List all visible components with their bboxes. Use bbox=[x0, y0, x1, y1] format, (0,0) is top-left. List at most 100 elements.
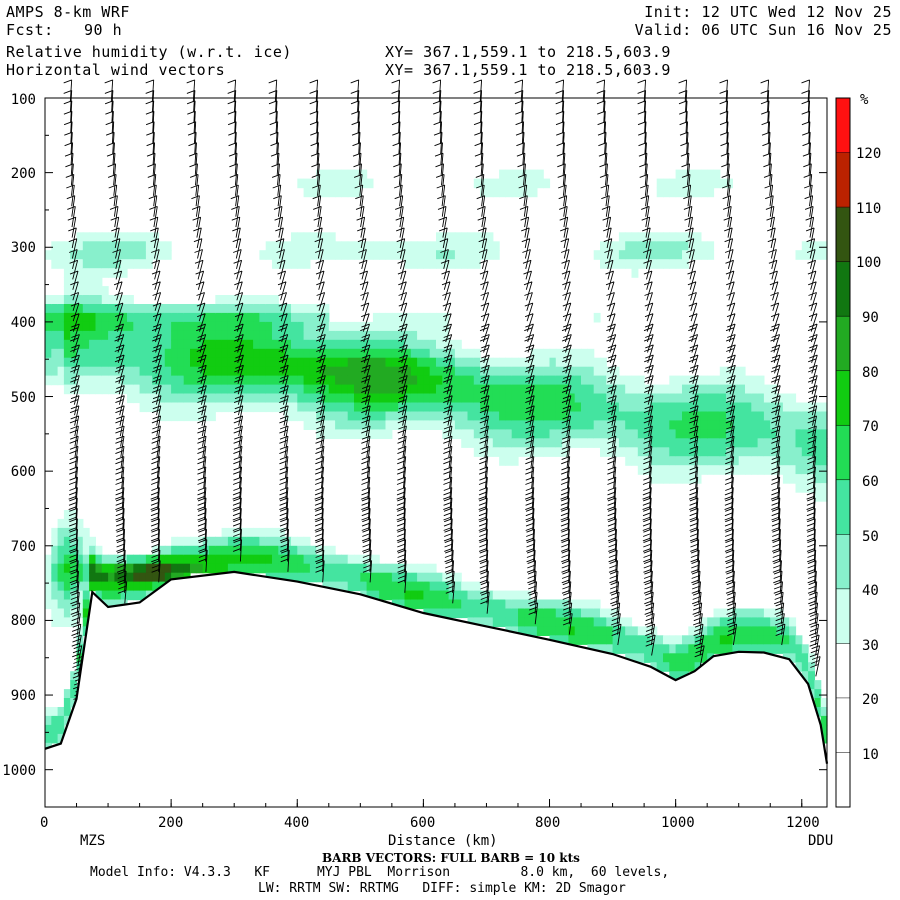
wind-barb-feather bbox=[315, 399, 325, 404]
rh-cell bbox=[164, 572, 172, 583]
rh-cell bbox=[372, 420, 380, 430]
rh-cell bbox=[745, 438, 752, 448]
rh-cell bbox=[164, 304, 172, 314]
wind-barb-feather bbox=[233, 466, 242, 471]
wind-barb-feather bbox=[444, 539, 453, 544]
wind-barb-feather bbox=[197, 470, 206, 475]
wind-barb bbox=[771, 249, 777, 270]
wind-barb bbox=[154, 313, 162, 332]
rh-cell bbox=[253, 384, 260, 395]
rh-cell bbox=[291, 357, 298, 368]
wind-barb bbox=[769, 184, 774, 207]
rh-cell bbox=[82, 286, 90, 296]
wind-barb-feather bbox=[726, 368, 735, 373]
wind-barb-feather bbox=[639, 173, 648, 178]
wind-barb-feather bbox=[350, 79, 359, 84]
rh-cell bbox=[410, 563, 418, 574]
wind-barb-feather bbox=[115, 323, 124, 328]
rh-cell bbox=[171, 402, 178, 413]
rh-cell bbox=[454, 429, 462, 439]
rh-cell bbox=[518, 169, 525, 180]
wind-barb-feather bbox=[115, 425, 125, 430]
wind-barb-feather bbox=[235, 323, 244, 328]
rh-cell bbox=[95, 259, 103, 269]
rh-cell bbox=[164, 366, 172, 377]
rh-cell bbox=[70, 689, 78, 699]
wind-barb bbox=[646, 313, 654, 332]
wind-barb bbox=[606, 238, 613, 259]
wind-barb-feather bbox=[316, 385, 326, 390]
wind-barb-feather bbox=[70, 388, 79, 393]
rh-cell bbox=[379, 375, 387, 386]
wind-barb bbox=[690, 302, 698, 322]
rh-cell bbox=[669, 187, 677, 198]
wind-barb-feather bbox=[151, 476, 160, 481]
rh-cell bbox=[152, 572, 160, 583]
rh-cell bbox=[152, 232, 160, 242]
rh-cell bbox=[606, 626, 614, 636]
rh-cell bbox=[215, 563, 223, 574]
rh-cell bbox=[423, 411, 431, 422]
rh-cell bbox=[341, 357, 349, 368]
rh-cell bbox=[108, 268, 115, 278]
wind-barb-feather bbox=[196, 302, 206, 307]
rh-cell bbox=[240, 366, 248, 377]
wind-barb bbox=[280, 313, 288, 332]
wind-barb-feather bbox=[599, 173, 609, 178]
wind-barb-feather bbox=[724, 227, 733, 232]
wind-barb bbox=[482, 323, 490, 343]
wind-barb-feather bbox=[525, 364, 535, 369]
wind-barb-feather bbox=[278, 348, 287, 352]
wind-barb-feather bbox=[397, 579, 406, 584]
rh-cell bbox=[625, 250, 633, 260]
wind-barb bbox=[364, 375, 371, 395]
wind-barb-feather bbox=[607, 344, 617, 349]
rh-cell bbox=[429, 312, 437, 323]
rh-cell bbox=[820, 492, 828, 502]
wind-barb-feather bbox=[724, 533, 734, 537]
rh-cell bbox=[417, 384, 424, 395]
wind-barb-feather bbox=[150, 495, 159, 500]
rh-cell bbox=[101, 339, 109, 350]
rh-cell bbox=[631, 259, 639, 269]
rh-cell bbox=[688, 635, 696, 645]
rh-cell bbox=[738, 456, 746, 466]
wind-barb-feather bbox=[525, 522, 535, 527]
rh-cell bbox=[309, 411, 317, 422]
wind-barb bbox=[235, 227, 241, 249]
wind-barb-feather bbox=[473, 100, 482, 105]
rh-cell bbox=[246, 304, 254, 314]
rh-cell bbox=[120, 384, 128, 395]
wind-barb-feather bbox=[115, 537, 125, 542]
rh-cell bbox=[625, 393, 633, 404]
valid-time: Valid: 06 UTC Sun 16 Nov 25 bbox=[634, 21, 892, 39]
wind-barb-feather bbox=[72, 613, 81, 617]
wind-barb-feather bbox=[151, 450, 160, 455]
rh-cell bbox=[555, 635, 563, 645]
rh-cell bbox=[612, 644, 620, 654]
wind-barb-feather bbox=[396, 491, 406, 496]
rh-cell bbox=[738, 635, 746, 645]
rh-cell bbox=[467, 366, 475, 377]
wind-barb-feather bbox=[312, 195, 321, 200]
wind-barb-feather bbox=[69, 466, 78, 471]
rh-cell bbox=[347, 241, 355, 251]
rh-cell bbox=[562, 599, 569, 610]
wind-barb-feather bbox=[275, 238, 285, 243]
rh-cell bbox=[820, 733, 828, 744]
rh-cell bbox=[536, 402, 544, 413]
wind-barb-feather bbox=[696, 645, 705, 650]
wind-barb bbox=[361, 260, 368, 280]
wind-barb-feather bbox=[442, 292, 451, 296]
wind-barb bbox=[158, 560, 161, 583]
rh-cell bbox=[593, 393, 601, 404]
rh-cell bbox=[335, 554, 342, 565]
rh-cell bbox=[171, 357, 178, 368]
rh-cell bbox=[335, 572, 342, 583]
wind-barb-feather bbox=[642, 527, 651, 531]
wind-barb-feather bbox=[65, 163, 74, 168]
wind-barb-feather bbox=[763, 163, 772, 168]
rh-cell bbox=[253, 527, 260, 538]
wind-barb bbox=[236, 249, 242, 270]
rh-cell bbox=[366, 420, 374, 430]
